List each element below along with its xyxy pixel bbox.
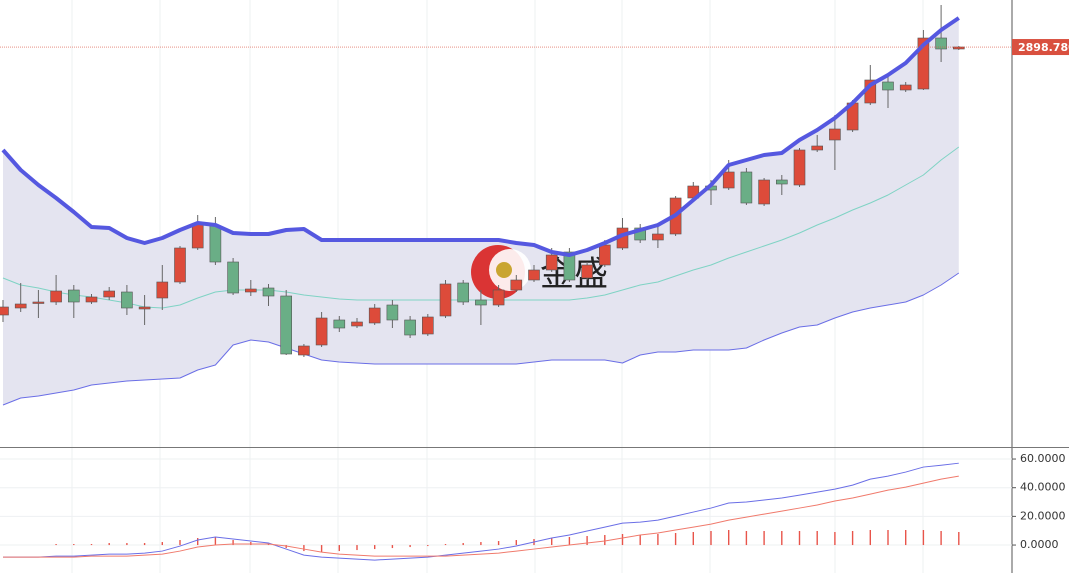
candle-body (191, 223, 204, 249)
candle-body (722, 171, 735, 189)
candle-body (14, 303, 27, 309)
band-line (2, 272, 960, 406)
candle-body (227, 261, 239, 294)
candle-body (598, 244, 611, 266)
candle-body (315, 317, 328, 346)
candle-body (209, 225, 222, 263)
indicator-line (3, 462, 959, 561)
candle-body (740, 171, 753, 204)
candle-body (775, 179, 788, 185)
y-tick-label: 40.0000 (1020, 481, 1066, 494)
candle-body (528, 269, 540, 281)
candle-body (262, 287, 275, 297)
last-price-box (1012, 39, 1069, 56)
candle-body (121, 291, 133, 309)
y-tick-label: 60.0000 (1020, 452, 1066, 465)
candle-body (50, 290, 62, 303)
candle-body (280, 295, 293, 355)
candle-body (793, 149, 806, 186)
candle-body (368, 307, 381, 324)
candle-body (882, 81, 894, 91)
candle-body (333, 319, 346, 329)
candle-body (811, 145, 824, 151)
candle-body (563, 251, 576, 281)
candle-body (829, 128, 841, 141)
indicator-line (3, 475, 959, 558)
candle-body (85, 296, 98, 303)
candle-body (245, 288, 257, 293)
candle-body (652, 233, 664, 241)
candle-body (404, 319, 416, 336)
candle-body (475, 299, 487, 306)
candle-body (457, 282, 470, 303)
candle-body (899, 84, 912, 91)
band-line (1, 16, 960, 257)
candle-body (510, 279, 523, 291)
candle-body (758, 179, 770, 205)
y-tick-label: 0.0000 (1020, 538, 1059, 551)
candle-body (298, 345, 310, 356)
last-price-label: 2898.780 (1018, 41, 1069, 54)
candle-body (917, 37, 930, 90)
candle-body (935, 37, 947, 50)
candle-body (545, 254, 558, 271)
candle-body (581, 264, 593, 279)
candle-body (0, 306, 9, 316)
y-tick-label: 20.0000 (1020, 509, 1066, 522)
candle-body (156, 281, 169, 299)
candle-body (421, 316, 434, 335)
candle-body (138, 306, 151, 310)
candle-body (439, 283, 452, 317)
candle-body (68, 289, 80, 303)
candle-body (32, 301, 45, 304)
candle-body (174, 247, 186, 283)
candle-body (386, 304, 399, 321)
band-fill (3, 18, 959, 405)
candle-body (351, 321, 363, 327)
candle-body (492, 289, 505, 306)
candle-body (103, 290, 115, 298)
